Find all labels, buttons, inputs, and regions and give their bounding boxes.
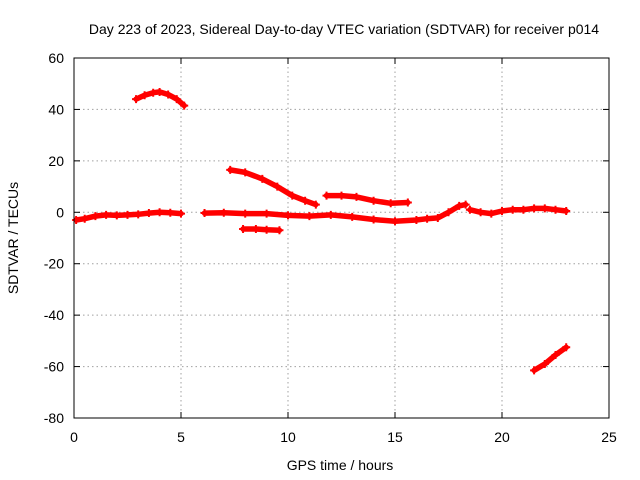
data-point [177,209,185,218]
data-point [562,343,571,352]
x-tick-label: 15 [387,429,403,445]
y-tick-label: 40 [48,101,64,117]
series-arc-near-zero-3 [467,205,569,217]
y-axis-label: SDTVAR / TECUs [5,182,21,294]
data-point [508,205,517,214]
data-point [140,91,149,100]
data-point [551,205,560,214]
data-point [200,209,209,218]
grid-layer [74,58,609,418]
data-point [72,216,81,224]
data-point [239,225,248,233]
data-point [391,217,399,226]
series-arc-descending [227,167,319,208]
data-point [369,215,378,224]
x-tick-label: 10 [280,429,296,445]
data-point [262,209,271,218]
data-point [275,226,284,235]
data-point [112,211,121,220]
data-point [172,95,181,104]
data-point [455,201,464,210]
data-point [476,208,485,217]
data-point [461,200,470,209]
data-point [403,198,412,207]
y-tick-label: 0 [56,204,64,220]
data-point [562,207,571,215]
data-point [540,204,549,213]
data-point [262,225,271,234]
data-point [322,191,331,200]
y-tick-label: -20 [44,256,64,272]
data-point [284,211,292,220]
data-point [423,214,432,223]
data-point [226,165,235,174]
y-tick-label: -40 [44,307,64,323]
data-point [519,205,528,214]
data-point [530,204,539,213]
series-arc-positive-mid [323,192,411,207]
data-point [288,191,297,200]
data-point [305,212,314,221]
series-arc-low-negative [531,344,569,374]
data-point [301,196,310,205]
data-point [155,87,164,96]
axis-layer: 0 5 10 15 20 25 -80 -60 -40 -20 0 20 40 60 [44,50,617,445]
x-axis-label: GPS time / hours [287,457,394,473]
data-point [155,208,164,217]
data-point [412,216,421,224]
data-point [258,174,267,183]
data-point [166,208,175,217]
data-point [273,182,282,191]
data-point [241,209,250,218]
data-point [444,208,453,217]
data-point [180,101,189,110]
data-point [123,210,132,219]
chart-title: Day 223 of 2023, Sidereal Day-to-day VTE… [89,21,599,37]
data-point [134,210,143,219]
data-point [352,192,361,201]
plot-frame [73,57,610,419]
data-point [144,209,153,218]
data-point [311,200,320,209]
data-point [132,95,141,104]
data-point [465,205,474,214]
series-layer [72,87,571,375]
series-arc-near-zero-2 [201,201,469,225]
x-tick-label: 5 [177,429,185,445]
x-tick-label: 0 [70,429,78,445]
data-point [433,213,442,222]
data-point [91,212,100,221]
y-tick-label: 60 [48,50,64,66]
data-point [80,214,89,223]
data-point [164,90,173,99]
data-point [219,208,228,217]
data-point [498,207,506,215]
y-tick-label: -80 [44,410,64,426]
data-point [251,225,260,233]
y-tick-label: 20 [48,153,64,169]
data-point [348,212,357,221]
y-tick-label: -60 [44,359,64,375]
data-point [540,360,549,368]
data-point [530,366,539,375]
x-tick-label: 25 [601,429,617,445]
data-point [241,168,250,177]
data-point [551,351,560,359]
data-point [102,210,111,219]
data-point [487,209,496,218]
series-arc-negative-short [240,226,283,234]
x-tick-label: 20 [494,429,510,445]
data-point [386,199,395,208]
data-point [326,210,335,219]
data-point [369,196,378,205]
data-point [337,191,346,200]
